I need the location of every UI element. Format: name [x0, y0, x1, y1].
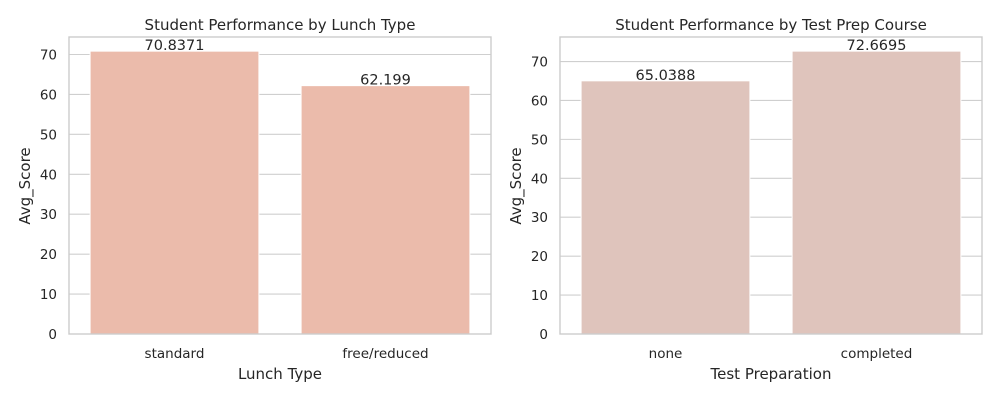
- y-axis-label: Avg_Score: [507, 147, 526, 224]
- y-tick-label: 20: [40, 247, 57, 263]
- y-tick-label: 20: [531, 249, 548, 265]
- bar: [300, 85, 471, 335]
- y-tick-label: 40: [40, 167, 57, 183]
- y-tick-label: 10: [40, 287, 57, 303]
- chart-lunch-type: Student Performance by Lunch Type Lunch …: [16, 16, 492, 383]
- y-axis-label: Avg_Score: [16, 147, 35, 224]
- y-tick-label: 40: [531, 171, 548, 187]
- bar: [580, 80, 751, 335]
- bar: [89, 50, 260, 335]
- plot-frame: [68, 36, 492, 335]
- y-tick-label: 0: [539, 327, 548, 343]
- y-tick-label: 50: [40, 127, 57, 143]
- y-tick-label: 10: [531, 288, 548, 304]
- y-tick-label: 50: [531, 132, 548, 148]
- y-tick-label: 0: [48, 327, 57, 343]
- x-tick-label: none: [649, 346, 683, 362]
- x-tick-label: free/reduced: [342, 346, 428, 362]
- y-tick-label: 70: [531, 55, 548, 71]
- bar: [791, 50, 962, 335]
- chart-title: Student Performance by Test Prep Course: [615, 16, 927, 34]
- x-axis-label: Lunch Type: [238, 365, 322, 383]
- y-tick-label: 70: [40, 47, 57, 63]
- y-tick-label: 30: [40, 207, 57, 223]
- data-label: 70.8371: [145, 38, 205, 54]
- x-tick-label: standard: [145, 346, 205, 362]
- chart-test-prep: Student Performance by Test Prep Course …: [507, 16, 983, 383]
- data-label: 62.199: [360, 73, 411, 89]
- x-axis-label: Test Preparation: [710, 365, 832, 383]
- y-tick-label: 60: [531, 93, 548, 109]
- y-tick-label: 30: [531, 210, 548, 226]
- y-tick-label: 60: [40, 87, 57, 103]
- chart-title: Student Performance by Lunch Type: [145, 16, 416, 34]
- x-tick-label: completed: [841, 346, 913, 362]
- data-label: 65.0388: [636, 68, 696, 84]
- data-label: 72.6695: [847, 38, 907, 54]
- plot-frame: [559, 36, 983, 335]
